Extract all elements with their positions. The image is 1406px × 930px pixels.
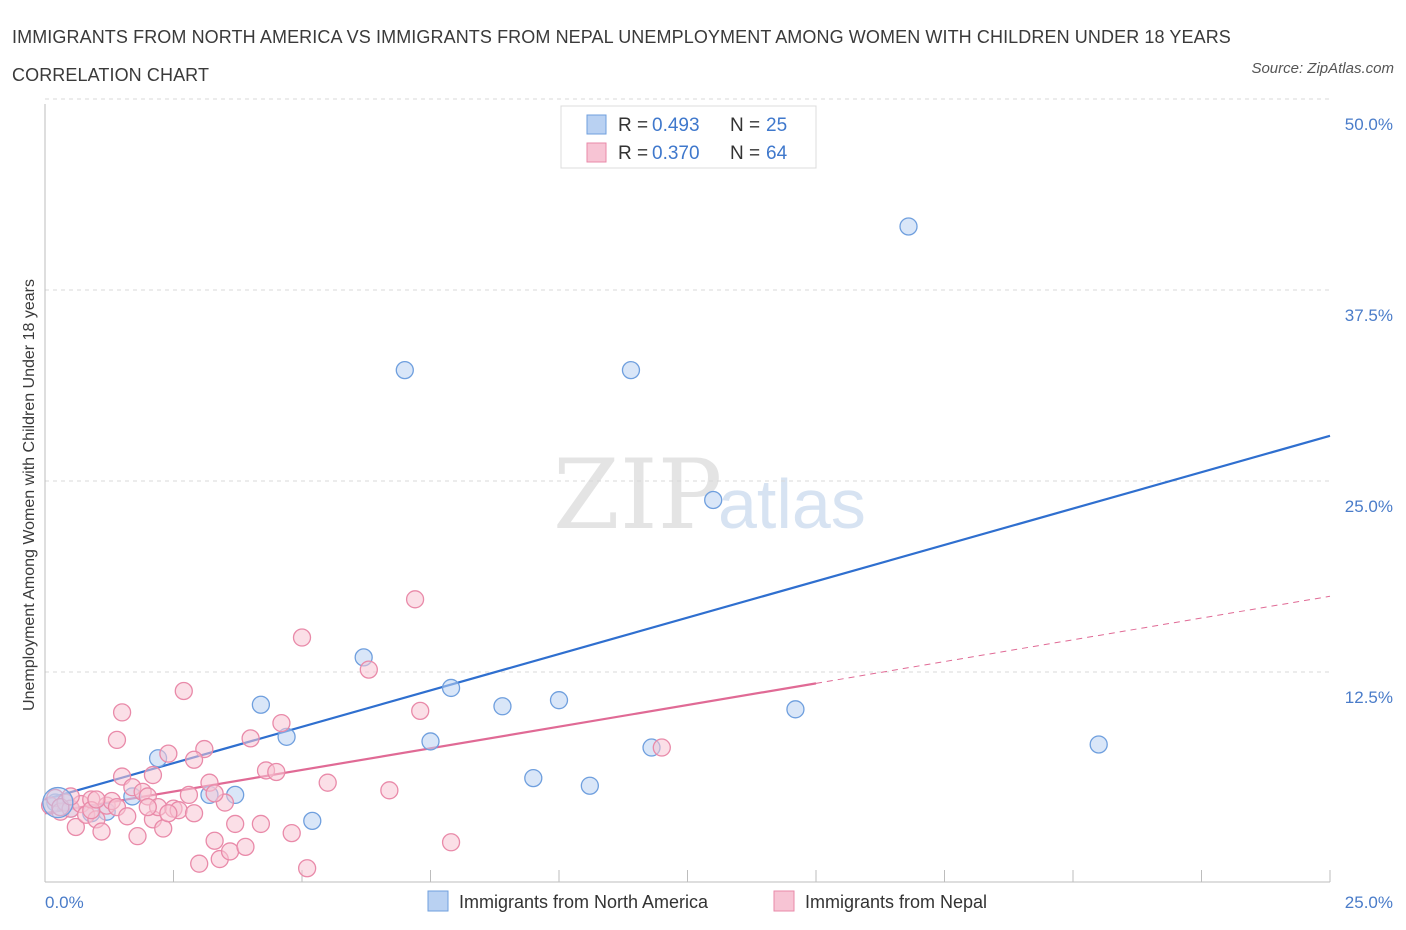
north-america-cluster-point (42, 786, 74, 819)
legend-r-label-1: R = (618, 143, 648, 164)
bottom-legend-label-0: Immigrants from North America (459, 892, 709, 912)
north-america-point-19 (621, 360, 641, 380)
nepal-point-22 (143, 765, 163, 785)
y-tick-label-1: 25.0% (1345, 497, 1393, 516)
nepal-point-45 (272, 713, 291, 733)
nepal-point-63 (205, 784, 224, 803)
nepal-point-52 (405, 590, 425, 609)
data-points (40, 217, 1108, 878)
y-tick-label-3: 50.0% (1345, 115, 1393, 134)
nepal-point-44 (267, 762, 286, 782)
x-tick-labels: 0.0% 25.0% (45, 893, 1393, 912)
nepal-point-26 (159, 744, 178, 763)
nepal-point-29 (174, 681, 193, 701)
nepal-point-15 (118, 807, 137, 826)
axes (44, 104, 1331, 883)
nepal-point-18 (112, 703, 132, 722)
nepal-point-35 (205, 831, 224, 850)
north-america-point-8 (251, 695, 271, 714)
nepal-point-17 (107, 730, 127, 750)
nepal-point-48 (297, 859, 317, 878)
north-america-point-22 (786, 700, 805, 719)
north-america-point-23 (899, 217, 918, 236)
north-america-point-17 (549, 691, 569, 710)
watermark-atlas: atlas (718, 465, 866, 543)
legend: R = 0.493 N = 25 R = 0.370 N = 64 (560, 105, 817, 169)
nepal-point-51 (380, 781, 399, 800)
legend-n-value-1: 64 (766, 143, 788, 164)
bottom-legend-swatch-0 (427, 890, 449, 912)
y-tick-label-2: 37.5% (1345, 306, 1393, 325)
nepal-point-55 (652, 738, 671, 757)
nepal-point-61 (159, 804, 178, 823)
bottom-legend-swatch-1 (773, 890, 795, 912)
north-america-point-15 (493, 697, 512, 716)
y-tick-labels: 12.5% 25.0% 37.5% 50.0% (1345, 115, 1393, 707)
nepal-point-54 (441, 833, 461, 852)
y-axis-label: Unemployment Among Women with Children U… (21, 279, 38, 711)
grid (45, 98, 1330, 673)
nepal-trend-extension (815, 595, 1331, 684)
north-america-point-14 (441, 678, 461, 698)
nepal-point-41 (241, 729, 260, 748)
nepal-point-42 (251, 814, 271, 834)
nepal-point-32 (190, 854, 209, 873)
legend-r-value-0: 0.493 (652, 115, 700, 136)
nepal-point-50 (359, 660, 378, 679)
nepal-point-38 (220, 842, 240, 861)
legend-r-value-1: 0.370 (652, 143, 700, 164)
legend-swatch-blue (586, 114, 607, 135)
bottom-legend: Immigrants from North America Immigrants … (427, 890, 987, 912)
legend-r-label-0: R = (618, 115, 648, 136)
nepal-point-31 (184, 804, 204, 823)
north-america-point-12 (395, 360, 414, 380)
watermark-zip: ZIP (553, 439, 722, 551)
source-label: Source: ZipAtlas.com (1251, 60, 1394, 77)
nepal-point-47 (292, 628, 312, 647)
nepal-point-10 (92, 822, 111, 841)
nepal-point-40 (236, 837, 255, 857)
north-america-point-16 (524, 768, 543, 788)
x-tick-label-0: 0.0% (45, 893, 84, 912)
nepal-point-25 (154, 819, 173, 838)
y-tick-label-0: 12.5% (1345, 688, 1393, 707)
north-america-point-21 (704, 490, 723, 510)
watermark: ZIP atlas (553, 439, 866, 551)
bottom-legend-label-1: Immigrants from Nepal (805, 892, 987, 912)
legend-swatch-pink (586, 142, 607, 163)
nepal-point-19 (128, 827, 147, 846)
nepal-point-39 (226, 814, 245, 834)
north-america-point-24 (1089, 735, 1108, 754)
legend-n-label-1: N = (730, 143, 760, 164)
nepal-point-60 (138, 797, 157, 817)
nepal-point-49 (318, 773, 337, 792)
nepal-point-62 (184, 750, 204, 769)
north-america-point-18 (580, 776, 599, 795)
north-america-point-10 (303, 811, 322, 831)
legend-n-label-0: N = (730, 115, 760, 136)
north-america-point-13 (421, 732, 440, 751)
legend-n-value-0: 25 (766, 115, 787, 136)
nepal-point-57 (61, 787, 80, 806)
nepal-point-59 (87, 790, 106, 809)
nepal-point-46 (282, 823, 301, 843)
x-tick-label-1: 25.0% (1345, 893, 1393, 912)
nepal-point-53 (411, 701, 430, 721)
nepal-point-5 (66, 817, 85, 837)
nepal-point-30 (179, 785, 199, 805)
chart-title: IMMIGRANTS FROM NORTH AMERICA VS IMMIGRA… (12, 27, 1231, 85)
